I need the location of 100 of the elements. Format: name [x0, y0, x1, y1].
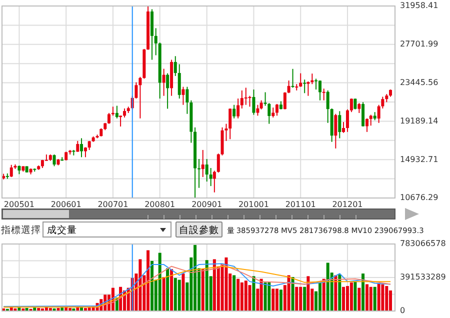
bar — [389, 290, 392, 311]
button: 自設參數 — [176, 222, 222, 238]
candlestick — [366, 118, 368, 132]
dropdown: 成交量 — [42, 222, 172, 238]
bar — [326, 262, 330, 311]
bar — [201, 269, 204, 311]
candlestick — [260, 100, 263, 110]
candlestick — [80, 138, 83, 158]
bar — [381, 284, 384, 311]
bar — [236, 278, 240, 311]
candlestick — [287, 80, 290, 94]
candlestick — [369, 114, 372, 126]
candlestick — [354, 98, 357, 110]
bar — [212, 259, 216, 311]
bar — [232, 275, 236, 311]
candlestick — [166, 72, 170, 110]
bar — [252, 276, 256, 311]
candlestick — [362, 102, 365, 128]
candlestick — [52, 154, 56, 167]
bar — [354, 282, 357, 311]
candlestick — [228, 108, 232, 140]
bar — [373, 286, 376, 311]
bar — [362, 274, 365, 311]
bar — [275, 288, 278, 311]
candlestick — [303, 79, 306, 94]
text: 指標選擇 — [0, 224, 41, 236]
candlestick — [232, 104, 236, 119]
candlestick — [123, 108, 126, 118]
bar — [377, 283, 380, 311]
bar — [162, 277, 166, 311]
candlestick — [326, 90, 330, 124]
bar — [170, 269, 174, 311]
bar — [303, 286, 306, 311]
candlestick — [205, 158, 208, 182]
candlestick — [154, 28, 158, 56]
bar — [346, 286, 349, 311]
y-tick-label: 783066578 — [400, 239, 446, 248]
candlestick — [10, 164, 13, 178]
bar — [385, 286, 388, 311]
candlestick — [220, 126, 224, 156]
candlestick — [119, 115, 122, 128]
bar — [182, 274, 185, 311]
candlestick — [107, 112, 110, 124]
candlestick — [138, 76, 142, 119]
x-tick-label: 200701 — [98, 200, 128, 209]
candlestick — [358, 102, 361, 114]
y-tick-label: 23445.56 — [400, 78, 438, 87]
x-tick-label: 201201 — [332, 200, 363, 209]
candlestick — [318, 80, 322, 101]
candlestick — [178, 64, 181, 100]
bar — [194, 244, 197, 311]
bar — [350, 282, 353, 311]
bar — [150, 260, 154, 311]
candlestick — [306, 80, 310, 96]
bar — [291, 277, 294, 311]
candlestick — [244, 87, 248, 106]
candlestick — [162, 68, 166, 96]
candlestick — [272, 107, 275, 118]
bar — [287, 275, 290, 311]
candlestick — [174, 56, 177, 76]
y-tick-label: 10676.29 — [400, 193, 438, 202]
candlestick — [299, 72, 302, 88]
candlestick — [256, 104, 260, 116]
candlestick — [350, 98, 353, 113]
x-tick-label: 200501 — [4, 200, 34, 209]
candlestick — [314, 78, 318, 90]
bar — [299, 286, 302, 311]
candlestick — [338, 110, 342, 139]
candlestick — [283, 92, 286, 110]
y-tick-label: 19189.14 — [400, 116, 438, 126]
bar — [224, 257, 228, 311]
candlestick — [186, 86, 189, 114]
bar — [366, 284, 368, 311]
x-tick-label: 200601 — [50, 200, 82, 209]
candlestick — [198, 158, 201, 188]
candlestick — [115, 105, 118, 119]
bar — [166, 268, 170, 311]
candlestick — [275, 103, 278, 116]
candlestick — [182, 86, 185, 106]
bar — [244, 280, 248, 311]
candlestick — [240, 90, 244, 109]
y-tick-label: 391533289 — [400, 272, 446, 282]
y-tick-label: 31958.41 — [400, 1, 438, 10]
candlestick — [346, 108, 349, 132]
candlestick — [212, 170, 216, 193]
bar — [318, 282, 322, 311]
candlestick — [236, 98, 240, 119]
bar — [272, 288, 275, 311]
candlestick — [322, 88, 326, 101]
x-tick-label: 200801 — [144, 200, 176, 209]
y-tick-label: 14932.71 — [400, 154, 438, 164]
bar — [138, 259, 142, 311]
bar — [338, 274, 342, 311]
candlestick — [201, 149, 204, 178]
bar — [306, 276, 310, 311]
bar — [369, 286, 372, 311]
bar — [260, 278, 263, 311]
bar — [240, 282, 244, 311]
bar — [279, 290, 282, 311]
bar — [358, 288, 361, 311]
